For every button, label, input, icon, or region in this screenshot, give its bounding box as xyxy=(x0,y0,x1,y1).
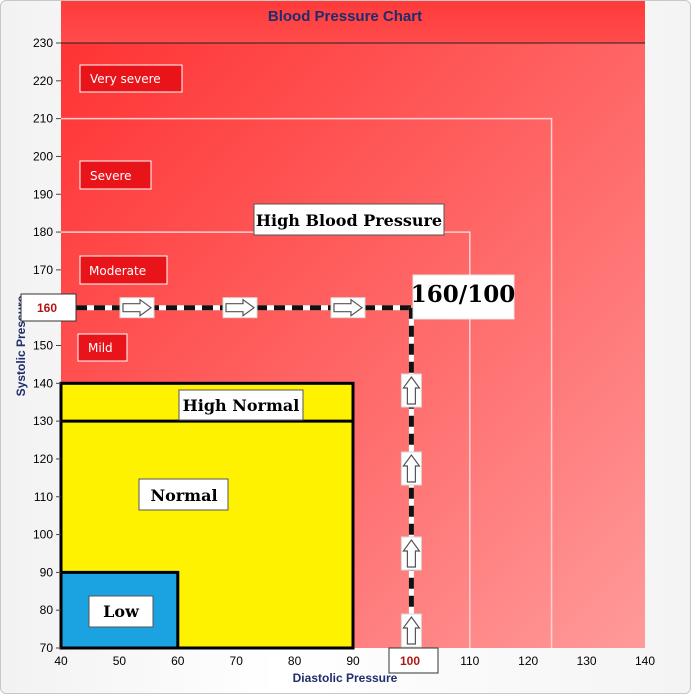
x-axis-ticks: 40 50 60 70 80 90 110 120 130 140 xyxy=(54,654,655,668)
right-arrow-icon xyxy=(330,297,366,319)
zone-normal xyxy=(59,419,355,650)
up-arrow-icon xyxy=(400,613,422,648)
up-arrow-icon xyxy=(400,451,422,486)
right-arrows xyxy=(119,297,366,319)
low-box: Low xyxy=(88,595,154,628)
high-blood-pressure-box: High Blood Pressure xyxy=(253,203,445,236)
y-tick-label: 90 xyxy=(40,565,54,579)
y-tick-label: 110 xyxy=(34,490,53,504)
y-tick-label: 70 xyxy=(40,641,54,655)
right-arrow-icon xyxy=(222,297,258,319)
chart-title: Blood Pressure Chart xyxy=(268,8,422,25)
x-tick-label: 60 xyxy=(171,654,185,668)
diastolic-marker: 100 xyxy=(388,647,439,674)
up-arrow-icon xyxy=(400,536,422,571)
high-bp-band-outline xyxy=(61,231,471,648)
y-tick-label: 210 xyxy=(33,112,53,126)
severity-mild: Mild xyxy=(77,333,128,362)
normal-box: Normal xyxy=(138,478,229,511)
y-tick-label: 120 xyxy=(33,452,53,466)
normal-label: Normal xyxy=(150,486,217,505)
y-tick-label: 180 xyxy=(33,225,53,239)
reading-label: 160/100 xyxy=(411,281,515,308)
severity-severe: Severe xyxy=(79,160,152,190)
x-tick-label: 70 xyxy=(230,654,244,668)
x-axis-title: Diastolic Pressure xyxy=(293,671,398,685)
severity-moderate-label: Moderate xyxy=(89,264,146,278)
severity-mild-label: Mild xyxy=(88,341,113,355)
y-tick-label: 130 xyxy=(33,414,53,428)
x-tick-label: 80 xyxy=(288,654,302,668)
reading-label-box: 160/100 xyxy=(411,274,515,320)
y-tick-label: 170 xyxy=(33,263,53,277)
y-tick-label: 220 xyxy=(33,74,53,88)
x-tick-label: 50 xyxy=(113,654,127,668)
title-bar xyxy=(61,1,645,43)
x-tick-label: 110 xyxy=(460,654,479,668)
systolic-marker: 160 xyxy=(20,293,77,322)
severity-very-severe: Very severe xyxy=(79,64,183,93)
x-tick-label: 40 xyxy=(54,654,68,668)
x-tick-label: 90 xyxy=(346,654,360,668)
high-blood-pressure-label: High Blood Pressure xyxy=(256,211,442,230)
systolic-marker-label: 160 xyxy=(37,301,57,315)
y-tick-label: 150 xyxy=(33,339,53,353)
x-tick-label: 130 xyxy=(577,654,597,668)
y-tick-label: 200 xyxy=(33,149,53,163)
up-arrows xyxy=(400,373,422,648)
y-tick-label: 100 xyxy=(33,528,53,542)
low-label: Low xyxy=(103,602,140,621)
y-axis-ticks: 70 80 90 100 110 120 130 140 150 160 170 180 190 200 2… xyxy=(33,36,61,655)
severity-very-severe-label: Very severe xyxy=(90,72,161,86)
very-severe-band-outline xyxy=(61,117,553,648)
up-arrow-icon xyxy=(400,373,422,408)
x-tick-label: 120 xyxy=(518,654,538,668)
severity-moderate: Moderate xyxy=(79,255,168,285)
high-normal-label: High Normal xyxy=(183,396,300,415)
y-tick-label: 190 xyxy=(33,187,53,201)
y-tick-label: 80 xyxy=(40,603,54,617)
severity-severe-label: Severe xyxy=(90,169,132,183)
high-normal-box: High Normal xyxy=(178,389,304,421)
diastolic-marker-label: 100 xyxy=(400,654,420,668)
x-tick-label: 140 xyxy=(635,654,655,668)
y-tick-label: 230 xyxy=(33,36,53,50)
y-tick-label: 140 xyxy=(33,376,53,390)
right-arrow-icon xyxy=(119,297,155,319)
